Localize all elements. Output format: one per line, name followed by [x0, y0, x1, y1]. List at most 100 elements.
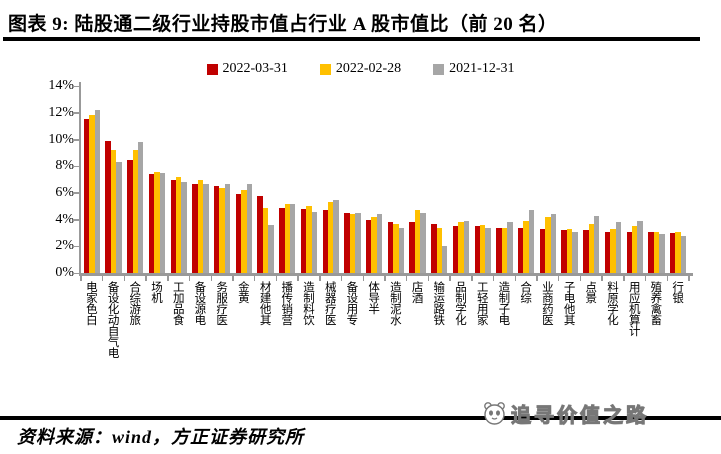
- bar: [653, 231, 660, 273]
- x-axis-tick: [297, 276, 299, 281]
- bar: [257, 195, 263, 273]
- bar: [496, 227, 502, 273]
- bar: [344, 212, 350, 273]
- bar: [214, 186, 220, 273]
- x-axis-tick: [232, 276, 234, 281]
- legend-item: 2022-02-28: [319, 61, 401, 77]
- bar: [159, 172, 166, 273]
- y-axis-tick: [73, 139, 79, 141]
- bar: [637, 220, 643, 273]
- bar: [523, 220, 529, 273]
- legend-swatch-icon: [206, 63, 218, 75]
- x-axis-tick: [210, 276, 213, 281]
- bar: [566, 228, 573, 273]
- panda-face-logo-icon: [484, 402, 505, 425]
- y-axis-label: 2%: [55, 238, 74, 254]
- bar: [235, 194, 242, 273]
- x-axis-tick: [666, 276, 669, 281]
- x-axis-tick: [275, 276, 278, 281]
- bar: [588, 223, 594, 273]
- x-axis-tick: [623, 276, 625, 281]
- bar: [246, 183, 252, 273]
- x-axis-tick: [536, 276, 538, 281]
- y-axis-tick: [73, 192, 79, 194]
- bar: [132, 150, 138, 273]
- x-axis-label: 械 器 疗 医: [324, 282, 337, 327]
- bar: [680, 235, 687, 273]
- x-axis-label: 业 商 药 医: [542, 282, 554, 327]
- bar: [355, 212, 361, 273]
- legend-swatch-icon: [433, 63, 445, 75]
- legend-swatch-icon: [319, 63, 331, 75]
- bar: [376, 214, 383, 273]
- bar: [311, 211, 318, 273]
- y-axis-label: 6%: [55, 184, 74, 200]
- bar: [583, 230, 589, 273]
- x-axis-line: [79, 273, 693, 276]
- x-axis-label: 工 轻 用 家: [476, 282, 489, 327]
- x-axis-label: 务 服 疗 医: [216, 282, 228, 327]
- x-axis-tick: [427, 276, 430, 281]
- x-axis-label: 备 设 用 专: [346, 282, 359, 327]
- bar: [458, 222, 464, 273]
- bar: [127, 159, 133, 273]
- legend-item: 2022-03-31: [206, 61, 288, 77]
- x-axis-label: 造 制 子 电: [498, 282, 511, 327]
- bar: [545, 216, 551, 273]
- bar: [322, 210, 328, 273]
- x-axis-tick: [145, 276, 147, 281]
- x-axis-label: 合 综 游 旅: [129, 282, 142, 327]
- bar: [89, 115, 95, 273]
- x-axis-label: 输 运 路 铁: [433, 282, 446, 327]
- x-axis-label: 合 综: [520, 282, 532, 305]
- y-axis-tick: [73, 219, 79, 221]
- x-axis-label: 材 建 他 其: [259, 282, 272, 327]
- bar: [110, 150, 117, 273]
- x-axis-tick: [492, 276, 495, 281]
- x-axis-tick: [384, 276, 386, 281]
- x-axis-tick: [471, 276, 473, 281]
- x-axis-label: 料 原 学 化: [607, 282, 619, 327]
- bar: [300, 208, 307, 273]
- bar: [203, 183, 209, 273]
- y-axis-label: 4%: [55, 211, 74, 227]
- bar: [148, 174, 155, 273]
- bar: [409, 222, 415, 273]
- bar: [138, 142, 144, 273]
- x-axis-tick: [123, 276, 126, 281]
- bar: [197, 179, 204, 273]
- y-axis-label: 12%: [48, 104, 74, 120]
- legend-label: 2021-12-31: [449, 61, 515, 76]
- watermark-text: 追寻价值之路: [511, 405, 649, 428]
- bar: [306, 206, 312, 273]
- x-axis-tick: [688, 276, 690, 281]
- bar: [268, 224, 274, 273]
- x-axis-label: 用 应 机 算 计: [628, 282, 641, 338]
- x-axis-label: 行 银: [672, 282, 684, 305]
- bar: [284, 203, 290, 273]
- x-axis-label: 工 加 品 食: [172, 282, 185, 327]
- x-axis-label: 造 制 泥 水: [390, 282, 402, 327]
- bar: [632, 226, 638, 273]
- x-axis-tick: [101, 276, 104, 281]
- watermark: 追寻价值之路: [482, 399, 649, 428]
- footer-divider: [0, 416, 721, 420]
- bar: [539, 228, 546, 273]
- x-axis-tick: [449, 276, 451, 281]
- x-axis-tick: [405, 276, 408, 281]
- y-axis-label: 8%: [55, 158, 74, 174]
- x-axis-tick: [514, 276, 517, 281]
- y-axis-label: 14%: [48, 78, 74, 94]
- x-axis-label: 播 传 销 营: [281, 282, 294, 327]
- bar: [290, 203, 296, 273]
- bar: [83, 119, 90, 273]
- y-axis-tick: [73, 112, 79, 114]
- bar: [610, 228, 616, 273]
- x-axis-tick: [167, 276, 169, 281]
- bar: [518, 227, 524, 273]
- x-axis-label: 备 设 源 电: [194, 282, 207, 327]
- x-axis-tick: [188, 276, 191, 281]
- x-axis-tick: [253, 276, 256, 281]
- bar: [604, 231, 611, 273]
- bar: [349, 214, 356, 273]
